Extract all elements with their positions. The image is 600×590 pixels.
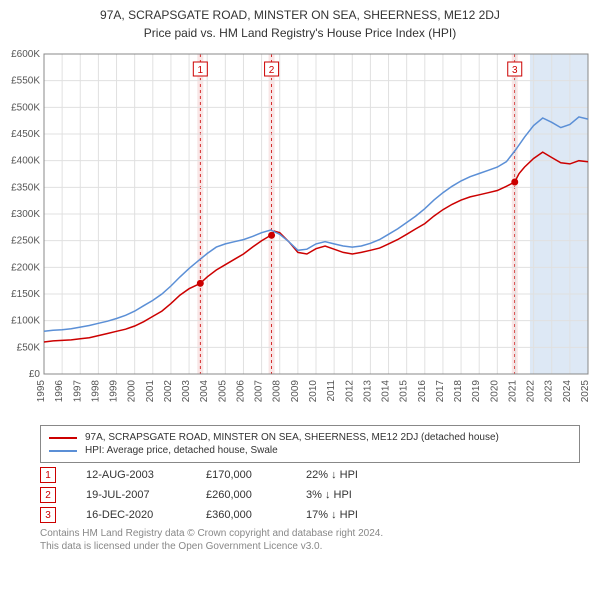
svg-text:1998: 1998 [90,380,101,403]
attribution-line2: This data is licensed under the Open Gov… [40,540,580,553]
svg-text:2010: 2010 [308,380,319,403]
svg-text:2013: 2013 [362,380,373,403]
legend-label: 97A, SCRAPSGATE ROAD, MINSTER ON SEA, SH… [85,432,499,443]
svg-text:£550K: £550K [11,76,40,87]
sale-date: 16-DEC-2020 [86,509,206,521]
legend-label: HPI: Average price, detached house, Swal… [85,445,278,456]
attribution: Contains HM Land Registry data © Crown c… [40,527,580,553]
svg-text:2025: 2025 [580,380,591,403]
svg-text:£350K: £350K [11,182,40,193]
sale-price: £360,000 [206,509,306,521]
price-chart: £0 £50K £100K £150K £200K £250K £300K £350K £400… [0,44,600,414]
sale-date: 19-JUL-2007 [86,489,206,501]
svg-text:1: 1 [198,65,204,76]
sales-table: 1 12-AUG-2003£170,00022% ↓ HPI 2 19-JUL-200… [40,467,580,523]
svg-text:£50K: £50K [17,342,41,353]
legend-swatch [49,450,77,452]
sale-delta: 17% ↓ HPI [306,509,426,521]
svg-text:£100K: £100K [11,316,40,327]
svg-text:£150K: £150K [11,289,40,300]
sale-delta: 22% ↓ HPI [306,469,426,481]
svg-text:1997: 1997 [72,380,83,403]
svg-text:2: 2 [269,65,275,76]
svg-text:2020: 2020 [489,380,500,403]
sale-price: £170,000 [206,469,306,481]
svg-text:2019: 2019 [471,380,482,403]
sale-delta: 3% ↓ HPI [306,489,426,501]
svg-text:2004: 2004 [199,380,210,403]
svg-text:2007: 2007 [254,380,265,403]
sale-marker-icon: 2 [40,487,56,503]
svg-text:2023: 2023 [544,380,555,403]
svg-text:2018: 2018 [453,380,464,403]
sale-row: 3 16-DEC-2020£360,00017% ↓ HPI [40,507,580,523]
svg-text:2016: 2016 [417,380,428,403]
svg-text:2003: 2003 [181,380,192,403]
svg-text:2014: 2014 [381,380,392,403]
svg-text:2009: 2009 [290,380,301,403]
svg-text:1996: 1996 [54,380,65,403]
chart-title: 97A, SCRAPSGATE ROAD, MINSTER ON SEA, SH… [0,0,600,22]
legend-swatch [49,437,77,439]
legend-box: 97A, SCRAPSGATE ROAD, MINSTER ON SEA, SH… [40,425,580,463]
svg-text:£400K: £400K [11,156,40,167]
sale-marker-icon: 1 [40,467,56,483]
svg-text:2011: 2011 [326,380,337,402]
svg-text:2000: 2000 [127,380,138,403]
svg-text:2012: 2012 [344,380,355,403]
svg-text:£300K: £300K [11,209,40,220]
svg-text:1995: 1995 [36,380,47,403]
svg-text:2001: 2001 [145,380,156,403]
svg-text:£450K: £450K [11,129,40,140]
svg-text:£600K: £600K [11,49,40,60]
attribution-line1: Contains HM Land Registry data © Crown c… [40,527,580,540]
svg-text:£250K: £250K [11,236,40,247]
svg-text:£0: £0 [29,369,41,380]
sale-row: 1 12-AUG-2003£170,00022% ↓ HPI [40,467,580,483]
svg-text:3: 3 [512,65,518,76]
sale-row: 2 19-JUL-2007£260,0003% ↓ HPI [40,487,580,503]
legend-item: HPI: Average price, detached house, Swal… [49,445,571,456]
chart-container: £0 £50K £100K £150K £200K £250K £300K £350K £400… [0,44,600,419]
svg-text:2005: 2005 [217,380,228,403]
legend-item: 97A, SCRAPSGATE ROAD, MINSTER ON SEA, SH… [49,432,571,443]
svg-text:£500K: £500K [11,102,40,113]
sale-price: £260,000 [206,489,306,501]
svg-text:2002: 2002 [163,380,174,403]
svg-text:2008: 2008 [272,380,283,403]
svg-text:2022: 2022 [526,380,537,403]
chart-subtitle: Price paid vs. HM Land Registry's House … [0,22,600,44]
sale-marker-icon: 3 [40,507,56,523]
svg-text:2021: 2021 [507,380,518,403]
svg-text:2006: 2006 [235,380,246,403]
sale-date: 12-AUG-2003 [86,469,206,481]
svg-text:2015: 2015 [399,380,410,403]
svg-text:2017: 2017 [435,380,446,403]
svg-text:£200K: £200K [11,262,40,273]
svg-text:1999: 1999 [109,380,120,403]
svg-text:2024: 2024 [562,380,573,403]
